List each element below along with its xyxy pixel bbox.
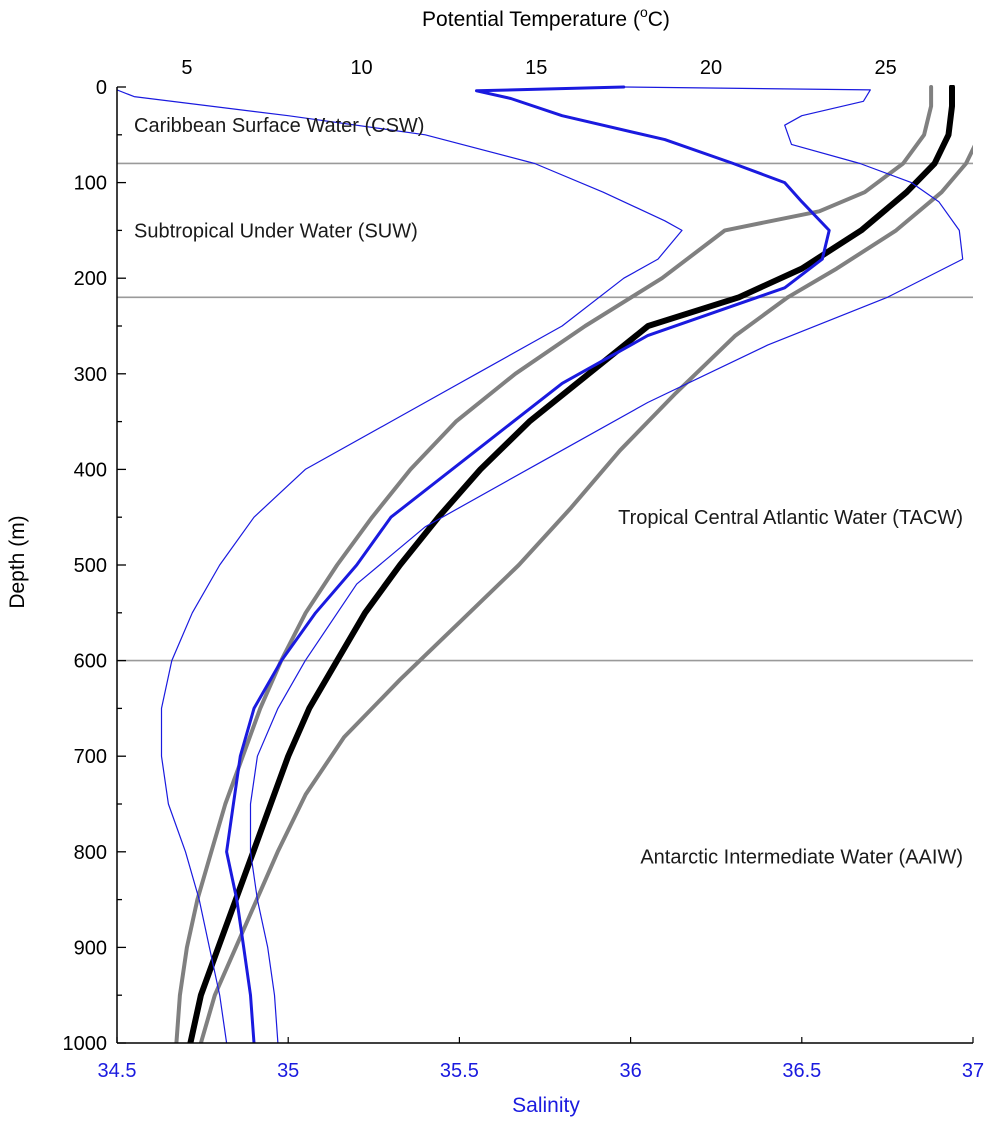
depth-tick-label: 0	[96, 77, 107, 99]
salinity-mean-line	[225, 85, 831, 1043]
temperature-mean-line	[187, 85, 955, 1043]
top-axis-unit-super: o	[640, 4, 648, 20]
water-mass-label: Tropical Central Atlantic Water (TACW)	[618, 507, 963, 529]
temperature-mean-sd-line	[198, 144, 973, 1043]
depth-tick-label: 500	[74, 555, 107, 577]
water-mass-label: Subtropical Under Water (SUW)	[134, 220, 418, 242]
depth-tick-label: 700	[74, 746, 107, 768]
depth-tick-label: 800	[74, 842, 107, 864]
depth-tick-label: 200	[74, 268, 107, 290]
water-mass-label: Antarctic Intermediate Water (AAIW)	[640, 847, 963, 869]
salinity-tick-label: 35.5	[440, 1060, 479, 1082]
salinity-mean-sd-line	[117, 86, 683, 1043]
left-axis-title: Depth (m)	[6, 515, 29, 608]
bottom-axis-title: Salinity	[512, 1094, 580, 1117]
salinity-tick-label: 35	[277, 1060, 299, 1082]
depth-tick-label: 600	[74, 651, 107, 673]
salinity-tick-label: 36	[619, 1060, 641, 1082]
axes: 0 100 200 300 400 500 600 700 800 900 1000 5 10 15 20 2…	[63, 57, 985, 1082]
top-axis-title: Potential Temperature (oC)	[422, 4, 670, 31]
temperature-tick-label: 10	[350, 57, 372, 79]
top-axis-unit-open: (	[633, 8, 640, 31]
temperature-mean-sd-line	[174, 85, 934, 1043]
depth-tick-label: 300	[74, 364, 107, 386]
depth-tick-label: 400	[74, 459, 107, 481]
water-mass-label: Caribbean Surface Water (CSW)	[134, 115, 424, 137]
salinity-tick-label: 37	[962, 1060, 984, 1082]
salinity-tick-label: 36.5	[782, 1060, 821, 1082]
temperature-tick-label: 20	[700, 57, 722, 79]
depth-tick-label: 900	[74, 937, 107, 959]
temperature-tick-label: 5	[181, 57, 192, 79]
top-axis-title-text: Potential Temperature	[422, 8, 627, 31]
depth-tick-label: 100	[74, 173, 107, 195]
temperature-tick-label: 25	[875, 57, 897, 79]
salinity-mean-sd-line	[249, 86, 964, 1043]
water-mass-labels: Caribbean Surface Water (CSW) Subtropical…	[134, 115, 963, 868]
temperature-tick-label: 15	[525, 57, 547, 79]
series-lines	[117, 85, 973, 1043]
top-axis-unit-close: C)	[648, 8, 670, 31]
boundary-lines	[117, 162, 973, 662]
salinity-tick-label: 34.5	[98, 1060, 137, 1082]
depth-tick-label: 1000	[63, 1033, 108, 1055]
